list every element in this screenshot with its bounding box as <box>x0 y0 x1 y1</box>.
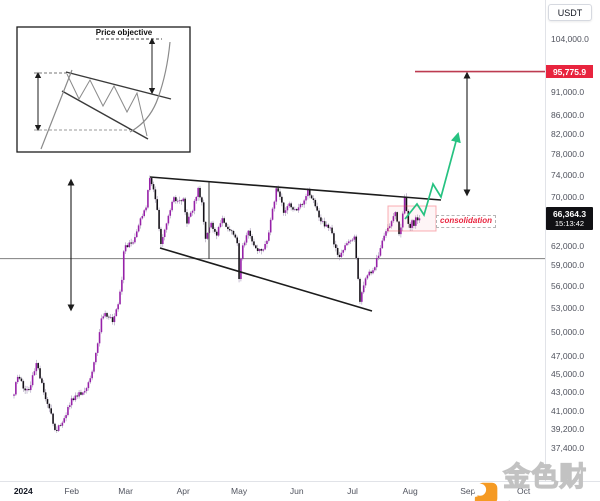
price-tick-label: 74,000.0 <box>551 169 585 180</box>
price-tick-label: 78,000.0 <box>551 148 585 159</box>
time-tick-label: Apr <box>176 486 190 496</box>
price-tick-label: 82,000.0 <box>551 128 585 139</box>
price-tick-label: 56,000.0 <box>551 281 585 292</box>
price-axis[interactable]: 104,000.0 91,000.0 86,000.0 82,000.0 78,000.… <box>545 0 600 481</box>
price-tick-label: 39,200.0 <box>551 423 585 434</box>
trendline-drawings[interactable] <box>67 70 592 312</box>
time-tick-label: Jul <box>347 486 358 496</box>
currency-button[interactable]: USDT <box>548 4 592 21</box>
time-tick-label: 2024 <box>13 486 33 496</box>
bar-countdown-timer: 15:13:42 <box>554 219 585 228</box>
brand-watermark: 金色财经 <box>474 455 600 501</box>
candlesticks <box>13 175 421 434</box>
last-price-value: 66,364.3 <box>552 209 587 219</box>
price-tick-label: 37,400.0 <box>551 442 585 453</box>
last-price-axis-label: 66,364.3 15:13:42 <box>546 207 593 230</box>
price-objective-inset-diagram <box>16 26 191 153</box>
price-objective-axis-label: 95,775.9 <box>546 65 593 78</box>
time-tick-label: Jun <box>289 486 304 496</box>
price-tick-label: 104,000.0 <box>551 33 589 44</box>
time-tick-label: Mar <box>118 486 133 496</box>
time-tick-label: Oct <box>517 486 531 496</box>
brand-text: 金色财经 <box>503 461 588 501</box>
price-tick-label: 41,000.0 <box>551 405 585 416</box>
price-tick-label: 59,000.0 <box>551 260 585 271</box>
price-tick-label: 43,000.0 <box>551 386 585 397</box>
inset-title: Price objective <box>95 28 153 37</box>
time-tick-label: Sep <box>460 486 476 496</box>
time-tick-label: Feb <box>64 486 79 496</box>
time-tick-label: Aug <box>402 486 418 496</box>
time-axis[interactable]: 2024 Feb Mar Apr May Jun Jul Aug Sep Oct <box>0 481 600 501</box>
time-tick-label: May <box>231 486 248 496</box>
consolidation-label: consolidation <box>436 215 496 228</box>
price-tick-label: 45,000.0 <box>551 368 585 379</box>
price-tick-label: 47,000.0 <box>551 351 585 362</box>
price-tick-label: 70,000.0 <box>551 192 585 202</box>
price-tick-label: 50,000.0 <box>551 326 585 337</box>
price-tick-label: 62,000.0 <box>551 240 585 251</box>
brand-icon <box>474 482 498 501</box>
price-tick-label: 53,000.0 <box>551 303 585 314</box>
price-tick-label: 91,000.0 <box>551 87 585 98</box>
price-tick-label: 86,000.0 <box>551 109 585 120</box>
